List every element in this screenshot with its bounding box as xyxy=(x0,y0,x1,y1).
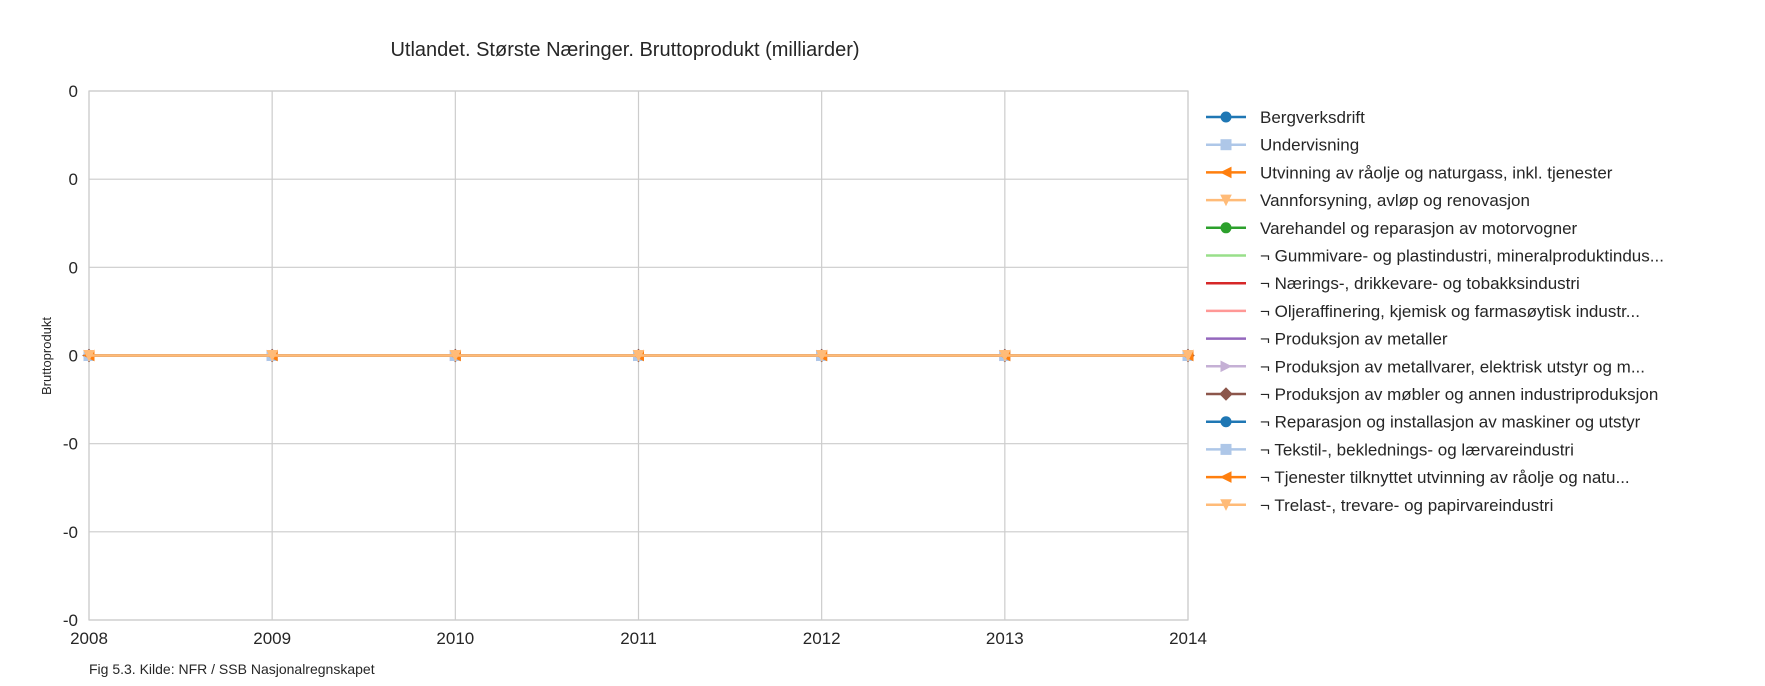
legend-marker xyxy=(1220,222,1232,234)
legend-marker xyxy=(1220,194,1232,207)
legend-label: ¬ Produksjon av metaller xyxy=(1260,330,1448,349)
grid-lines xyxy=(88,90,1189,621)
legend-marker xyxy=(1220,416,1232,428)
y-tick-label: 0 xyxy=(69,170,78,189)
legend-marker xyxy=(1220,111,1232,123)
y-tick-label: 0 xyxy=(69,258,78,277)
series-14 xyxy=(83,350,1194,362)
legend-item: Vannforsyning, avløp og renovasjon xyxy=(1206,191,1530,210)
x-tick-label: 2011 xyxy=(620,629,657,648)
legend-label: ¬ Produksjon av møbler og annen industri… xyxy=(1260,385,1658,404)
data-point xyxy=(632,350,645,362)
x-tick-label: 2012 xyxy=(803,629,841,648)
x-tick-label: 2009 xyxy=(253,629,291,648)
legend-marker xyxy=(1219,471,1232,483)
legend-marker xyxy=(1219,387,1233,401)
legend-item: ¬ Oljeraffinering, kjemisk og farmasøyti… xyxy=(1206,302,1640,321)
x-tick-label: 2014 xyxy=(1169,629,1207,648)
data-point xyxy=(1182,350,1194,362)
legend-label: ¬ Trelast-, trevare- og papirvareindustr… xyxy=(1260,496,1553,515)
legend-item: Undervisning xyxy=(1206,136,1359,155)
legend-label: ¬ Gummivare- og plastindustri, mineralpr… xyxy=(1260,247,1664,266)
legend-marker xyxy=(1220,360,1233,373)
figure-caption: Fig 5.3. Kilde: NFR / SSB Nasjonalregnsk… xyxy=(89,661,375,677)
legend-label: ¬ Produksjon av metallvarer, elektrisk u… xyxy=(1260,357,1645,376)
legend-label: Varehandel og reparasjon av motorvogner xyxy=(1260,219,1578,238)
legend-item: ¬ Produksjon av møbler og annen industri… xyxy=(1206,385,1658,404)
data-point xyxy=(999,350,1011,362)
legend-item: ¬ Gummivare- og plastindustri, mineralpr… xyxy=(1206,247,1664,266)
y-axis-label: Bruttoprodukt xyxy=(39,317,54,395)
y-tick-label: -0 xyxy=(63,523,78,542)
legend-item: ¬ Produksjon av metallvarer, elektrisk u… xyxy=(1206,357,1645,376)
legend-item: ¬ Tekstil-, beklednings- og lærvareindus… xyxy=(1206,440,1574,459)
legend-label: ¬ Oljeraffinering, kjemisk og farmasøyti… xyxy=(1260,302,1640,321)
legend-marker xyxy=(1220,499,1232,511)
legend-label: ¬ Tjenester tilknyttet utvinning av råol… xyxy=(1260,468,1630,487)
legend-item: Varehandel og reparasjon av motorvogner xyxy=(1206,219,1578,238)
series-lines xyxy=(82,348,1195,363)
legend: Bergverksdrift Undervisning Utvinning av r… xyxy=(1206,108,1664,515)
y-tick-label: 0 xyxy=(69,82,78,101)
legend-label: ¬ Nærings-, drikkevare- og tobakksindust… xyxy=(1260,274,1580,293)
legend-label: Vannforsyning, avløp og renovasjon xyxy=(1260,191,1530,210)
data-point xyxy=(449,350,462,362)
data-point xyxy=(266,350,278,362)
legend-label: Utvinning av råolje og naturgass, inkl. … xyxy=(1260,163,1613,182)
legend-item: Utvinning av råolje og naturgass, inkl. … xyxy=(1206,163,1613,182)
legend-label: ¬ Tekstil-, beklednings- og lærvareindus… xyxy=(1260,440,1574,459)
legend-item: ¬ Trelast-, trevare- og papirvareindustr… xyxy=(1206,496,1553,515)
data-point xyxy=(83,350,95,362)
legend-marker xyxy=(1220,139,1232,151)
legend-marker xyxy=(1220,443,1232,455)
legend-marker xyxy=(1219,166,1232,179)
legend-item: ¬ Nærings-, drikkevare- og tobakksindust… xyxy=(1206,274,1580,293)
legend-label: Bergverksdrift xyxy=(1260,108,1365,127)
legend-label: Undervisning xyxy=(1260,136,1359,155)
legend-item: ¬ Tjenester tilknyttet utvinning av råol… xyxy=(1206,468,1630,487)
legend-item: ¬ Produksjon av metaller xyxy=(1206,330,1448,349)
y-tick-label: -0 xyxy=(63,611,78,630)
y-axis-ticks: 0 0 0 0 -0 -0 -0 xyxy=(63,82,78,630)
legend-item: ¬ Reparasjon og installasjon av maskiner… xyxy=(1206,413,1641,432)
x-tick-label: 2013 xyxy=(986,629,1024,648)
y-tick-label: -0 xyxy=(63,435,78,454)
y-tick-label: 0 xyxy=(69,347,78,366)
legend-item: Bergverksdrift xyxy=(1206,108,1365,127)
chart-title: Utlandet. Største Næringer. Bruttoproduk… xyxy=(390,39,859,61)
legend-label: ¬ Reparasjon og installasjon av maskiner… xyxy=(1260,413,1641,432)
x-tick-label: 2010 xyxy=(436,629,474,648)
x-axis-ticks: 2008 2009 2010 2011 2012 2013 2014 xyxy=(70,629,1207,648)
x-tick-label: 2008 xyxy=(70,629,108,648)
data-point xyxy=(815,350,828,362)
